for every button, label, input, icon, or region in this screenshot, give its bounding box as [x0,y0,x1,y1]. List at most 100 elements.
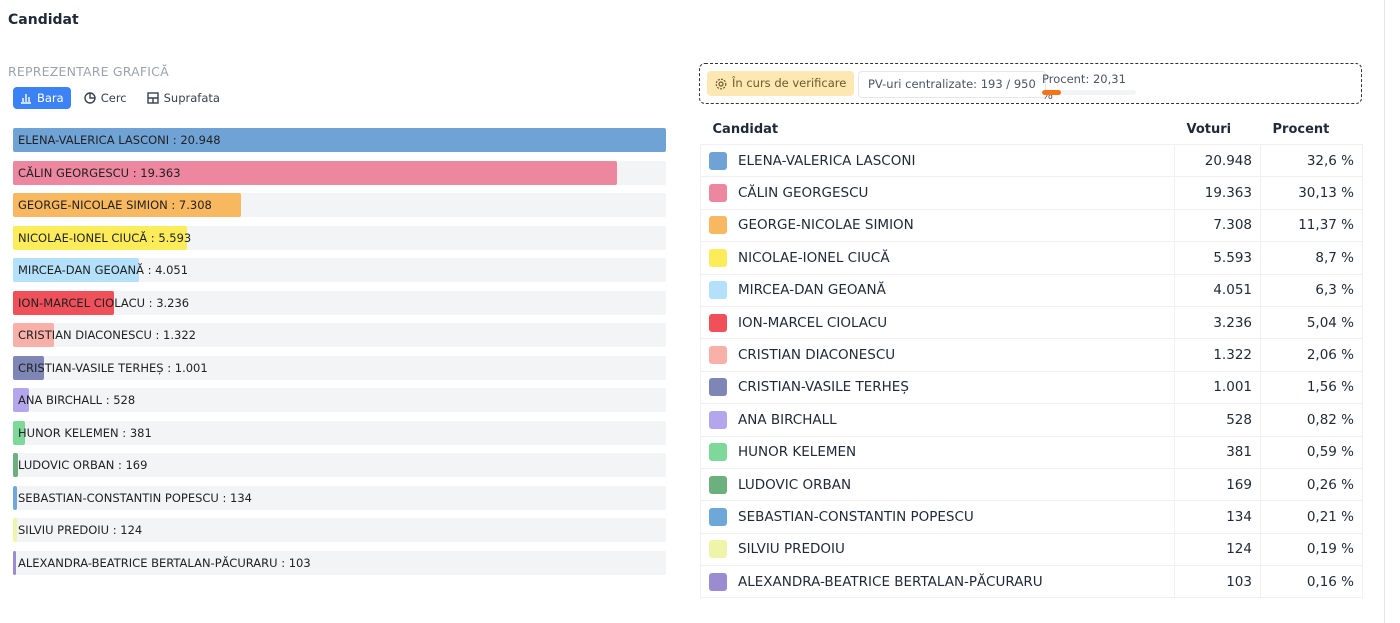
table-row: GEORGE-NICOLAE SIMION 7.308 11,37 % [700,208,1363,243]
color-swatch [709,443,727,462]
votes-cell: 169 [1174,467,1261,502]
table-row: HUNOR KELEMEN 381 0,59 % [700,435,1363,469]
candidate-cell: ALEXANDRA-BEATRICE BERTALAN-PĂCURARU [700,565,1175,599]
color-swatch [709,248,727,267]
bar [13,453,19,477]
header-cell: Procent [1272,121,1330,137]
percent-cell: 0,19 % [1260,532,1363,567]
candidate-cell: HUNOR KELEMEN [700,435,1175,469]
candidate-cell: CRISTIAN DIACONESCU [700,338,1175,372]
candidate-name: SILVIU PREDOIU [738,541,845,558]
color-swatch [709,410,727,429]
color-swatch [709,572,727,591]
badge-text: În curs de verificare [732,76,847,90]
bar-track: CRISTIAN DIACONESCU : 1.322 [13,323,666,347]
color-swatch [709,507,727,526]
bar-track: ANA BIRCHALL : 528 [13,388,666,412]
table-row: LUDOVIC ORBAN 169 0,26 % [700,467,1363,502]
votes-cell: 528 [1174,403,1261,437]
tab-pie[interactable]: Cerc [77,87,134,109]
bar-track: ALEXANDRA-BEATRICE BERTALAN-PĂCURARU : 1… [13,550,666,575]
bar-label: SEBASTIAN-CONSTANTIN POPESCU : 134 [18,490,252,505]
votes-cell: 4.051 [1174,273,1261,307]
votes-cell: 134 [1174,500,1261,534]
candidate-name: HUNOR KELEMEN [738,444,857,461]
table-row: MIRCEA-DAN GEOANĂ 4.051 6,3 % [700,273,1363,307]
candidate-name: CĂLIN GEORGESCU [738,185,869,202]
bar-track: ION-MARCEL CIOLACU : 3.236 [13,290,666,315]
color-swatch [709,540,727,559]
pv-count: PV-uri centralizate: 193 / 950 [858,71,1046,98]
bar-label: MIRCEA-DAN GEOANĂ : 4.051 [18,263,189,277]
bar [13,225,188,250]
table-row: SEBASTIAN-CONSTANTIN POPESCU 134 0,21 % [700,500,1363,534]
tab-bar[interactable]: Bara [13,87,71,109]
tab-area[interactable]: Suprafata [140,87,227,109]
section-label: REPREZENTARE GRAFICĂ [8,64,169,79]
bar-label: HUNOR KELEMEN : 381 [18,425,152,440]
percent-cell: 0,21 % [1260,500,1363,534]
bar-track: SEBASTIAN-CONSTANTIN POPESCU : 134 [13,485,666,510]
color-swatch [709,281,727,300]
percent-cell: 32,6 % [1260,143,1363,178]
bar-track: HUNOR KELEMEN : 381 [13,420,666,445]
bar-chart: ELENA-VALERICA LASCONI : 20.948 CĂLIN GEO… [13,128,666,583]
color-swatch [709,378,727,397]
candidate-cell: ELENA-VALERICA LASCONI [700,143,1175,178]
bar [13,355,45,380]
candidate-name: ANA BIRCHALL [738,411,837,428]
bar-label: NICOLAE-IONEL CIUCĂ : 5.593 [18,230,192,245]
percent-cell: 0,59 % [1260,435,1363,469]
table-row: ANA BIRCHALL 528 0,82 % [700,403,1363,437]
percent-cell: 11,37 % [1260,208,1363,243]
votes-cell: 1.322 [1174,338,1261,372]
progress-track [1042,90,1136,95]
tab-label: Suprafata [163,91,220,105]
percent-cell: 5,04 % [1260,305,1363,340]
bar [13,290,114,315]
tab-label: Bara [37,91,64,105]
percent-cell: 2,06 % [1260,338,1363,372]
bar [13,550,17,575]
candidate-cell: NICOLAE-IONEL CIUCĂ [700,241,1175,275]
results-table: Candidat Voturi Procent ELENA-VALERICA L… [700,114,1363,599]
candidate-cell: GEORGE-NICOLAE SIMION [700,208,1175,243]
candidate-cell: LUDOVIC ORBAN [700,467,1175,502]
votes-cell: 5.593 [1174,241,1261,275]
votes-cell: 124 [1174,532,1261,567]
progress: Procent: 20,31 % [1036,71,1146,102]
table-header: Candidat Voturi Procent [701,114,1363,145]
color-swatch [709,216,727,235]
progress-label: Procent: 20,31 % [1042,72,1126,102]
bar [13,160,617,185]
header-cell: Candidat [712,121,779,137]
bar-label: CĂLIN GEORGESCU : 19.363 [18,165,181,180]
candidate-cell: MIRCEA-DAN GEOANĂ [700,273,1175,307]
candidate-cell: SEBASTIAN-CONSTANTIN POPESCU [700,500,1175,534]
votes-cell: 3.236 [1174,305,1261,340]
status-badge: În curs de verificare [707,71,855,96]
color-swatch [709,313,727,332]
table-row: CRISTIAN DIACONESCU 1.322 2,06 % [700,338,1363,372]
bar-track: NICOLAE-IONEL CIUCĂ : 5.593 [13,225,666,250]
bar-track: ELENA-VALERICA LASCONI : 20.948 [13,128,666,152]
table-row: ION-MARCEL CIOLACU 3.236 5,04 % [700,305,1363,340]
bar-track: LUDOVIC ORBAN : 169 [13,453,666,477]
color-swatch [709,151,727,170]
candidate-name: CRISTIAN-VASILE TERHEȘ [738,379,909,396]
candidate-cell: SILVIU PREDOIU [700,532,1175,567]
candidate-cell: CĂLIN GEORGESCU [700,176,1175,210]
bar-label: GEORGE-NICOLAE SIMION : 7.308 [18,198,212,212]
bar-track: GEORGE-NICOLAE SIMION : 7.308 [13,193,666,217]
bar-label: ANA BIRCHALL : 528 [18,393,136,407]
votes-cell: 19.363 [1174,176,1261,210]
header-cell: Voturi [1186,121,1232,137]
bar-track: CĂLIN GEORGESCU : 19.363 [13,160,666,185]
votes-cell: 103 [1174,565,1261,599]
candidate-name: SEBASTIAN-CONSTANTIN POPESCU [738,508,974,525]
candidate-cell: ANA BIRCHALL [700,403,1175,437]
bar [13,323,55,347]
bar [13,128,666,152]
